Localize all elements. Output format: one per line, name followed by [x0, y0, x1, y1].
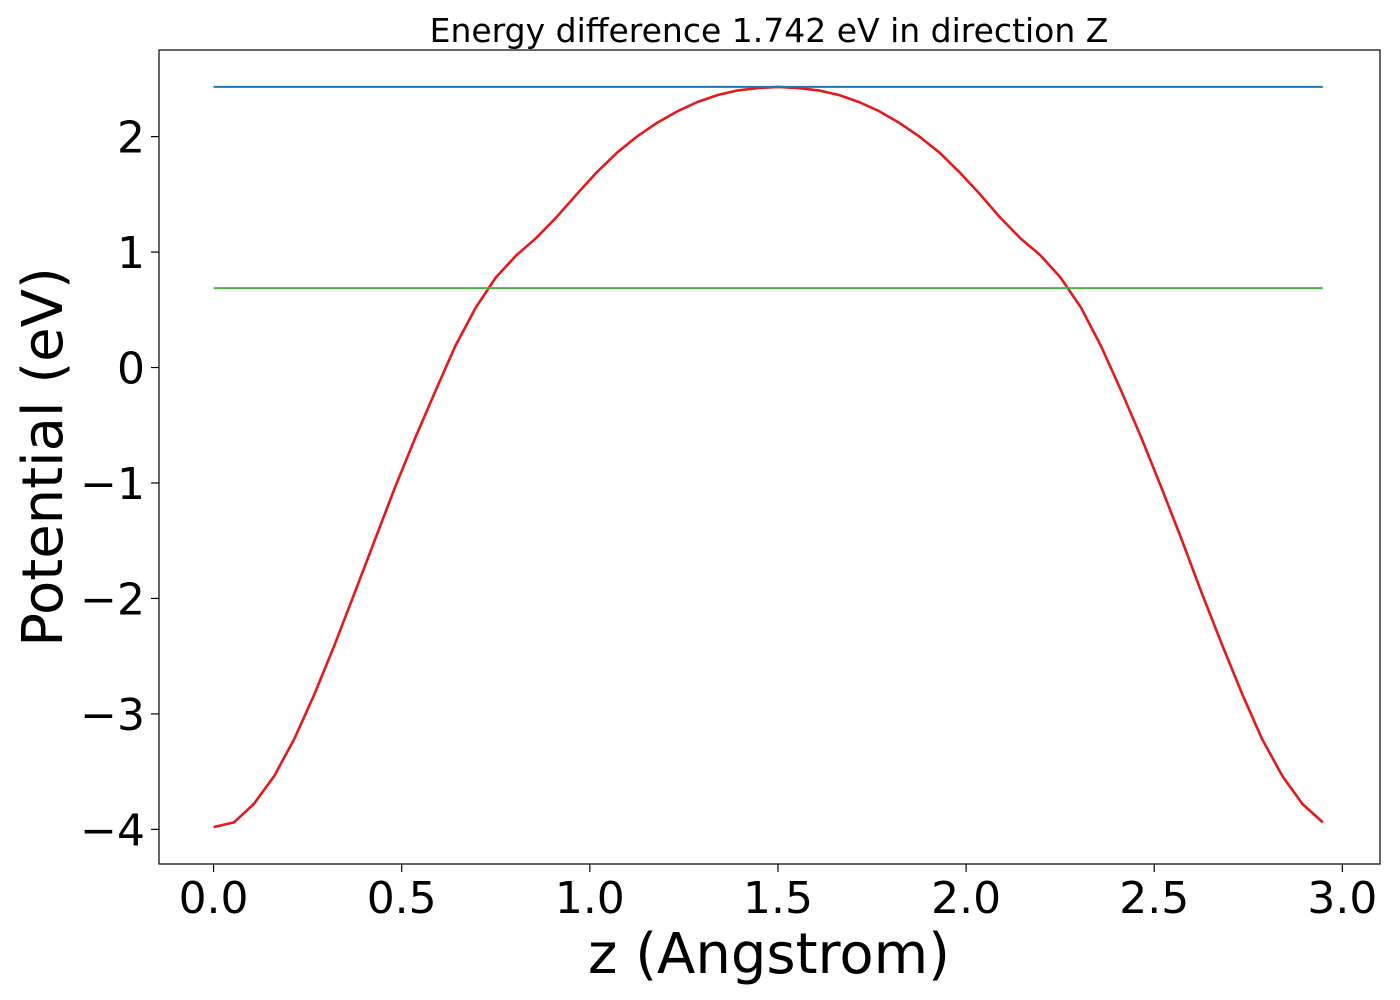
- y-axis-ticks: −4 −3 −2 −1 0 1 2: [80, 113, 159, 856]
- plot-frame: [158, 49, 1381, 865]
- series-line-0: [213, 85, 1324, 829]
- x-tick-label: 1.0: [555, 873, 625, 924]
- y-tick-label: 2: [117, 113, 145, 164]
- y-tick-label: 0: [117, 344, 145, 395]
- x-tick-label: 2.5: [1119, 873, 1189, 924]
- y-tick-label: 1: [117, 228, 145, 279]
- x-axis-label: z (Angstrom): [588, 922, 950, 987]
- series-layer: [213, 85, 1324, 829]
- y-tick-label: −4: [80, 805, 145, 856]
- x-tick-label: 0.0: [179, 873, 249, 924]
- chart-title: Energy difference 1.742 eV in direction …: [430, 11, 1109, 50]
- y-tick-label: −2: [80, 574, 145, 625]
- y-tick-label: −1: [80, 459, 145, 510]
- x-tick-label: 3.0: [1307, 873, 1377, 924]
- x-tick-label: 2.0: [931, 873, 1001, 924]
- x-tick-label: 0.5: [367, 873, 437, 924]
- y-tick-label: −3: [80, 690, 145, 741]
- x-axis-ticks: 0.0 0.5 1.0 1.5 2.0 2.5 3.0: [179, 864, 1377, 924]
- y-axis-label: Potential (eV): [11, 267, 76, 647]
- x-tick-label: 1.5: [743, 873, 813, 924]
